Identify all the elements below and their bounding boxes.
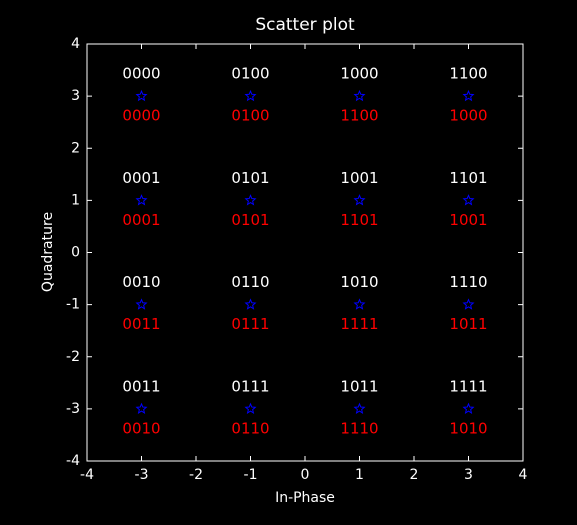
- point-label-below: 0100: [231, 107, 269, 125]
- point: [244, 89, 257, 102]
- point-label: 0110: [231, 273, 269, 291]
- y-tick-label: 4: [71, 36, 80, 52]
- point-label: 1010: [340, 273, 378, 291]
- point-label: 0001: [122, 169, 160, 187]
- x-tick-label: -3: [135, 467, 149, 483]
- point-label: 0101: [231, 169, 269, 187]
- y-axis-label: Quadrature: [40, 212, 56, 292]
- y-tick-label: 1: [71, 192, 80, 208]
- y-tick-label: -1: [66, 297, 80, 313]
- point-label: 1100: [449, 65, 487, 83]
- point-label-below: 0010: [122, 419, 160, 437]
- point-label-below: 0101: [231, 211, 269, 229]
- point-label: 1110: [449, 273, 487, 291]
- y-tick-label: -2: [66, 349, 80, 365]
- point: [462, 89, 475, 102]
- y-tick-label: 0: [71, 245, 80, 261]
- x-tick-label: 3: [464, 467, 473, 483]
- point-label-below: 0011: [122, 315, 160, 333]
- point-label: 1000: [340, 65, 378, 83]
- point-label-below: 1011: [449, 315, 487, 333]
- point-label: 1001: [340, 169, 378, 187]
- point-label: 1111: [449, 377, 487, 395]
- x-tick-label: 1: [355, 467, 364, 483]
- point: [462, 194, 475, 206]
- point-label: 1011: [340, 377, 378, 395]
- point: [244, 194, 257, 206]
- point-label-below: 1111: [340, 315, 378, 333]
- point-label: 0010: [122, 273, 160, 291]
- point-label: 0100: [231, 65, 269, 83]
- x-tick-label: 0: [301, 467, 310, 483]
- x-tick-label: -1: [244, 467, 258, 483]
- point-label: 0111: [231, 377, 269, 395]
- point-label: 0011: [122, 377, 160, 395]
- point: [353, 298, 366, 310]
- point-label-below: 1010: [449, 419, 487, 437]
- point-label-below: 0000: [122, 107, 160, 125]
- point: [244, 402, 257, 414]
- y-tick-label: -3: [66, 401, 80, 417]
- point: [135, 402, 148, 414]
- y-tick-label: -4: [66, 453, 80, 469]
- point: [462, 402, 475, 414]
- x-tick-label: 4: [519, 467, 528, 483]
- point: [353, 194, 366, 206]
- point-label-below: 0110: [231, 419, 269, 437]
- point-label-below: 1110: [340, 419, 378, 437]
- point: [135, 89, 148, 102]
- point-label-below: 1000: [449, 107, 487, 125]
- x-tick-label: -2: [189, 467, 203, 483]
- chart-title: Scatter plot: [255, 15, 355, 35]
- x-axis-label: In-Phase: [275, 490, 335, 506]
- y-tick-label: 3: [71, 88, 80, 104]
- point-label-below: 0111: [231, 315, 269, 333]
- point: [135, 194, 148, 206]
- point: [353, 89, 366, 102]
- x-tick-label: -4: [80, 467, 94, 483]
- point: [462, 298, 475, 310]
- x-tick-label: 2: [410, 467, 419, 483]
- point: [353, 402, 366, 414]
- point-label-below: 1001: [449, 211, 487, 229]
- point-label: 1101: [449, 169, 487, 187]
- point-label: 0000: [122, 65, 160, 83]
- point-label-below: 1101: [340, 211, 378, 229]
- point-label-below: 1100: [340, 107, 378, 125]
- point: [135, 298, 148, 310]
- y-tick-label: 2: [71, 140, 80, 156]
- point: [244, 298, 257, 310]
- point-label-below: 0001: [122, 211, 160, 229]
